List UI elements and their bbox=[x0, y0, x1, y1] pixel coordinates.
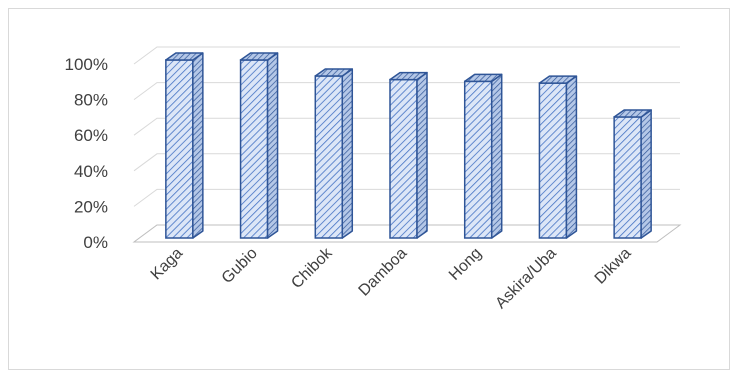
bar-top bbox=[239, 52, 279, 61]
bar-front bbox=[613, 116, 642, 239]
bar-front bbox=[389, 78, 418, 239]
category-label: Gubio bbox=[219, 245, 261, 287]
bar bbox=[463, 73, 503, 239]
y-axis-ticks: 0% 20% 40% 60% 80% 100% bbox=[65, 55, 108, 252]
category-label: Dikwa bbox=[592, 245, 635, 288]
bar-front bbox=[314, 75, 344, 239]
bar-top bbox=[165, 52, 204, 61]
category-label: Damboa bbox=[356, 245, 411, 300]
bar-front bbox=[165, 59, 194, 239]
bar-side bbox=[416, 71, 428, 239]
y-tick-label: 40% bbox=[74, 162, 108, 181]
gridline bbox=[133, 188, 680, 207]
gridline bbox=[133, 153, 680, 172]
bar-side bbox=[266, 52, 279, 239]
bar-top bbox=[389, 71, 428, 81]
bar-front bbox=[239, 59, 269, 239]
bar-top bbox=[463, 73, 503, 83]
y-tick-label: 0% bbox=[83, 233, 108, 252]
y-tick-label: 80% bbox=[74, 91, 108, 110]
y-tick-label: 20% bbox=[74, 197, 108, 216]
bar-top bbox=[538, 75, 578, 84]
bar bbox=[239, 52, 279, 239]
bar bbox=[165, 52, 204, 239]
bar bbox=[538, 75, 578, 239]
gridline bbox=[133, 82, 680, 101]
bar bbox=[613, 109, 652, 239]
bar-side bbox=[565, 75, 578, 239]
x-axis-labels: Kaga Gubio Chibok Damboa Hong Askira/Uba Dikwa bbox=[148, 244, 635, 312]
bar-top bbox=[613, 109, 652, 118]
bar-side bbox=[341, 68, 354, 239]
y-tick-label: 100% bbox=[65, 55, 108, 74]
y-tick-label: 60% bbox=[74, 126, 108, 145]
bar bbox=[389, 71, 428, 239]
gridline bbox=[133, 117, 680, 136]
bar-side bbox=[640, 109, 652, 239]
bar-side bbox=[490, 73, 503, 239]
gridline bbox=[133, 46, 680, 65]
bar-front bbox=[463, 80, 493, 239]
bar-side bbox=[192, 52, 204, 239]
category-label: Chibok bbox=[288, 244, 336, 292]
bar-front bbox=[538, 82, 568, 239]
category-label: Kaga bbox=[148, 245, 187, 284]
bar-top bbox=[314, 68, 354, 77]
category-label: Hong bbox=[446, 245, 485, 284]
bars bbox=[165, 52, 652, 239]
bar bbox=[314, 68, 354, 239]
category-label: Askira/Uba bbox=[492, 245, 559, 312]
